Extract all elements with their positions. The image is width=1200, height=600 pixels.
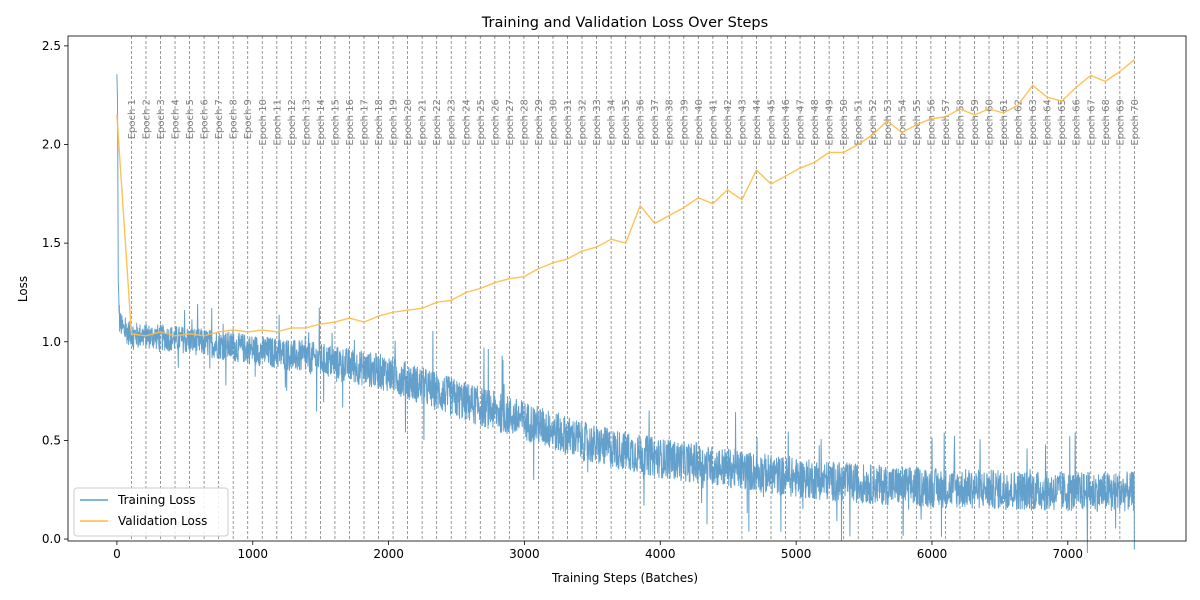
epoch-label-3: Epoch 3	[156, 99, 167, 139]
y-tick-label-0: 0.0	[42, 532, 61, 546]
epoch-label-24: Epoch 24	[461, 99, 472, 146]
y-tick-label-2: 1.0	[42, 335, 61, 349]
x-tick-label-3: 3000	[509, 547, 540, 561]
y-tick-label-3: 1.5	[42, 236, 61, 250]
epoch-label-26: Epoch 26	[490, 99, 501, 146]
epoch-label-20: Epoch 20	[403, 99, 414, 146]
epoch-label-55: Epoch 55	[912, 99, 923, 146]
epoch-label-7: Epoch 7	[214, 99, 225, 139]
epoch-label-28: Epoch 28	[519, 99, 530, 146]
epoch-label-16: Epoch 16	[345, 99, 356, 146]
x-axis-ticks: 0 1000 2000 3000 4000 5000 6000 7000	[113, 541, 1083, 561]
epoch-label-9: Epoch 9	[243, 99, 254, 139]
epoch-label-14: Epoch 14	[316, 99, 327, 146]
epoch-label-34: Epoch 34	[607, 99, 618, 146]
epoch-label-38: Epoch 38	[665, 99, 676, 146]
x-tick-label-2: 2000	[373, 547, 404, 561]
epoch-label-31: Epoch 31	[563, 99, 574, 146]
legend: Training Loss Validation Loss	[73, 487, 229, 537]
epoch-label-44: Epoch 44	[752, 99, 763, 146]
epoch-label-45: Epoch 45	[766, 99, 777, 146]
epoch-markers: Epoch 1 Epoch 2 Epoch 3 Epoch 4 Epoch 5 Epoch…	[127, 36, 1141, 541]
validation-loss-line	[116, 59, 1135, 337]
epoch-label-2: Epoch 2	[141, 99, 152, 139]
epoch-label-12: Epoch 12	[287, 99, 298, 146]
epoch-label-8: Epoch 8	[229, 99, 240, 139]
epoch-label-40: Epoch 40	[694, 99, 705, 146]
epoch-label-66: Epoch 66	[1072, 99, 1083, 146]
epoch-label-35: Epoch 35	[621, 99, 632, 146]
y-tick-label-4: 2.0	[42, 137, 61, 151]
epoch-label-52: Epoch 52	[868, 99, 879, 146]
legend-label-validation: Validation Loss	[118, 514, 207, 528]
epoch-label-37: Epoch 37	[650, 99, 661, 146]
epoch-label-61: Epoch 61	[999, 99, 1010, 146]
y-tick-label-5: 2.5	[42, 39, 61, 53]
epoch-label-46: Epoch 46	[781, 99, 792, 146]
axes	[67, 35, 1187, 542]
epoch-label-47: Epoch 47	[796, 99, 807, 146]
x-axis-label: Training Steps (Batches)	[551, 571, 698, 585]
epoch-label-48: Epoch 48	[810, 99, 821, 146]
epoch-label-58: Epoch 58	[955, 99, 966, 146]
epoch-label-63: Epoch 63	[1028, 99, 1039, 146]
epoch-label-42: Epoch 42	[723, 99, 734, 146]
training-loss-line	[116, 74, 1135, 554]
plot-frame	[67, 35, 1187, 542]
epoch-label-69: Epoch 69	[1115, 99, 1126, 146]
epoch-label-64: Epoch 64	[1043, 99, 1054, 146]
x-tick-label-5: 5000	[781, 547, 812, 561]
y-axis-ticks: 0.0 0.5 1.0 1.5 2.0 2.5	[42, 39, 68, 546]
epoch-label-49: Epoch 49	[825, 99, 836, 146]
epoch-label-36: Epoch 36	[636, 99, 647, 146]
epoch-label-68: Epoch 68	[1101, 99, 1112, 146]
epoch-label-67: Epoch 67	[1086, 99, 1097, 146]
epoch-label-25: Epoch 25	[476, 99, 487, 146]
epoch-label-50: Epoch 50	[839, 99, 850, 146]
epoch-label-70: Epoch 70	[1130, 99, 1141, 146]
epoch-label-11: Epoch 11	[272, 99, 283, 146]
chart-title: Training and Validation Loss Over Steps	[481, 15, 768, 31]
epoch-label-21: Epoch 21	[418, 99, 429, 146]
epoch-label-51: Epoch 51	[854, 99, 865, 146]
x-tick-label-4: 4000	[645, 547, 676, 561]
epoch-label-43: Epoch 43	[737, 99, 748, 146]
epoch-label-41: Epoch 41	[708, 99, 719, 146]
legend-label-training: Training Loss	[117, 493, 195, 507]
epoch-label-13: Epoch 13	[301, 99, 312, 146]
epoch-label-1: Epoch 1	[127, 99, 138, 139]
epoch-label-5: Epoch 5	[185, 99, 196, 139]
epoch-label-4: Epoch 4	[171, 99, 182, 139]
epoch-label-56: Epoch 56	[926, 99, 937, 146]
epoch-label-65: Epoch 65	[1057, 99, 1068, 146]
legend-box	[73, 487, 229, 537]
x-tick-label-7: 7000	[1053, 547, 1084, 561]
epoch-label-39: Epoch 39	[679, 99, 690, 146]
epoch-label-33: Epoch 33	[592, 99, 603, 146]
epoch-label-29: Epoch 29	[534, 99, 545, 146]
epoch-label-62: Epoch 62	[1014, 99, 1025, 146]
epoch-label-57: Epoch 57	[941, 99, 952, 146]
y-tick-label-1: 0.5	[42, 433, 61, 447]
epoch-label-17: Epoch 17	[360, 99, 371, 146]
epoch-label-19: Epoch 19	[389, 99, 400, 146]
epoch-label-60: Epoch 60	[985, 99, 996, 146]
x-tick-label-0: 0	[113, 547, 121, 561]
epoch-label-59: Epoch 59	[970, 99, 981, 146]
y-axis-label: Loss	[16, 276, 30, 302]
epoch-label-32: Epoch 32	[578, 99, 589, 146]
epoch-label-6: Epoch 6	[200, 99, 211, 139]
epoch-label-23: Epoch 23	[447, 99, 458, 146]
x-tick-label-6: 6000	[917, 547, 948, 561]
epoch-label-27: Epoch 27	[505, 99, 516, 146]
epoch-label-18: Epoch 18	[374, 99, 385, 146]
x-tick-label-1: 1000	[237, 547, 268, 561]
epoch-label-54: Epoch 54	[897, 99, 908, 146]
epoch-label-22: Epoch 22	[432, 99, 443, 146]
series-layer	[116, 59, 1135, 554]
epoch-label-30: Epoch 30	[548, 99, 559, 146]
epoch-label-10: Epoch 10	[258, 99, 269, 146]
epoch-label-15: Epoch 15	[330, 99, 341, 146]
